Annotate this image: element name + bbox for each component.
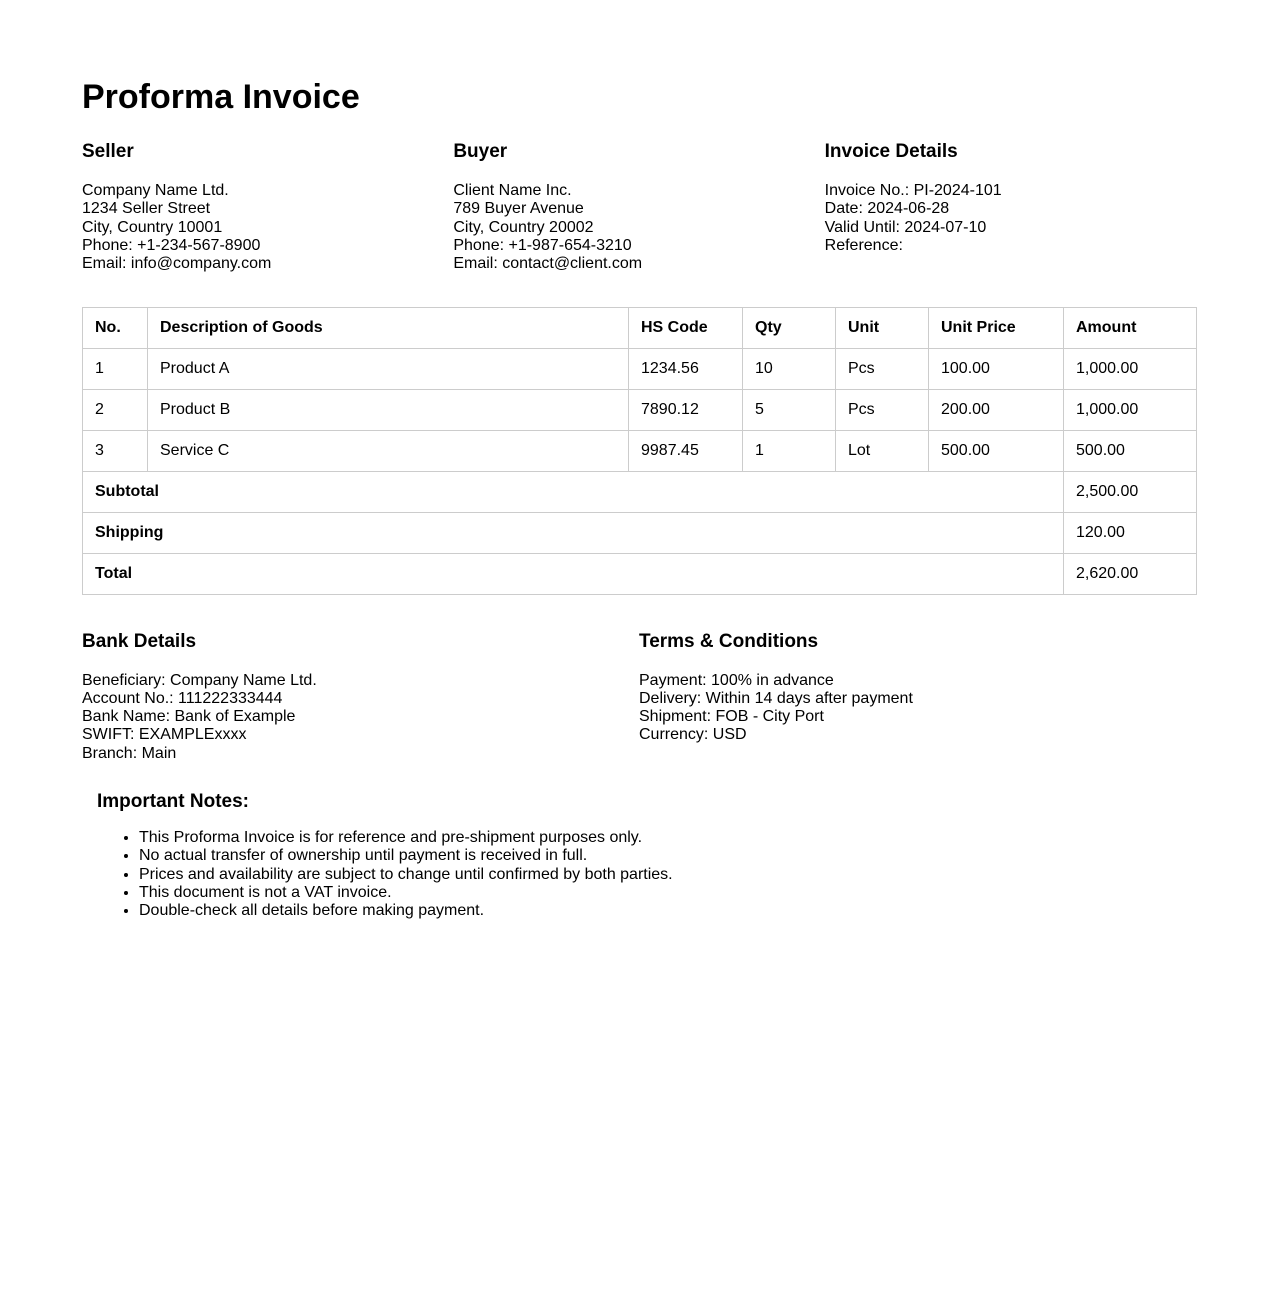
table-row: 1 Product A 1234.56 10 Pcs 100.00 1,000.…	[82, 347, 1197, 390]
buyer-lines: Client Name Inc. 789 Buyer Avenue City, …	[453, 182, 824, 273]
bank-details-heading: Bank Details	[82, 630, 197, 652]
note-item: No actual transfer of ownership until pa…	[139, 847, 1196, 865]
invoice-details-lines: Invoice No.: PI-2024-101 Date: 2024-06-2…	[825, 182, 1196, 255]
cell-no: 1	[82, 347, 148, 390]
cell-unit: Pcs	[835, 388, 929, 431]
cell-unit: Lot	[835, 429, 929, 472]
seller-block: Seller Company Name Ltd. 1234 Seller Str…	[82, 141, 453, 273]
summary-row-subtotal: Subtotal 2,500.00	[82, 470, 1197, 513]
seller-heading: Seller	[82, 141, 134, 163]
terms-currency: Currency: USD	[639, 726, 747, 744]
cell-qty: 5	[742, 388, 836, 431]
bank-details-lines: Beneficiary: Company Name Ltd. Account N…	[82, 672, 639, 763]
cell-amount: 1,000.00	[1063, 388, 1197, 431]
buyer-street: 789 Buyer Avenue	[453, 200, 584, 218]
goods-table-header-row: No. Description of Goods HS Code Qty Uni…	[82, 306, 1197, 349]
buyer-name: Client Name Inc.	[453, 182, 572, 200]
col-header-amount: Amount	[1063, 306, 1197, 349]
bank-branch: Branch: Main	[82, 744, 177, 762]
details-section: Bank Details Beneficiary: Company Name L…	[82, 631, 1196, 763]
bank-details-block: Bank Details Beneficiary: Company Name L…	[82, 631, 639, 763]
seller-lines: Company Name Ltd. 1234 Seller Street Cit…	[82, 182, 453, 273]
summary-row-shipping: Shipping 120.00	[82, 511, 1197, 554]
invoice-number: Invoice No.: PI-2024-101	[824, 182, 1002, 200]
subtotal-label: Subtotal	[82, 470, 1064, 513]
table-row: 2 Product B 7890.12 5 Pcs 200.00 1,000.0…	[82, 388, 1197, 431]
page-title: Proforma Invoice	[82, 78, 360, 116]
note-item: This document is not a VAT invoice.	[139, 884, 1196, 902]
cell-amount: 500.00	[1063, 429, 1197, 472]
cell-hs-code: 9987.45	[628, 429, 743, 472]
col-header-unit-price: Unit Price	[928, 306, 1064, 349]
buyer-phone: Phone: +1-987-654-3210	[453, 236, 632, 254]
buyer-email: Email: contact@client.com	[453, 255, 643, 273]
note-item: Prices and availability are subject to c…	[139, 866, 1196, 884]
invoice-details-heading: Invoice Details	[824, 141, 958, 163]
seller-street: 1234 Seller Street	[82, 200, 211, 218]
terms-lines: Payment: 100% in advance Delivery: Withi…	[639, 672, 1196, 745]
cell-unit-price: 500.00	[928, 429, 1064, 472]
shipping-amount: 120.00	[1063, 511, 1197, 554]
cell-no: 2	[82, 388, 148, 431]
col-header-description: Description of Goods	[147, 306, 629, 349]
important-notes-heading: Important Notes:	[97, 791, 249, 813]
col-header-no: No.	[82, 306, 148, 349]
cell-qty: 10	[742, 347, 836, 390]
bank-name: Bank Name: Bank of Example	[82, 708, 296, 726]
cell-description: Service C	[147, 429, 629, 472]
total-amount: 2,620.00	[1063, 552, 1197, 595]
note-item: Double-check all details before making p…	[139, 902, 1196, 920]
bank-account-no: Account No.: 111222333444	[82, 689, 283, 707]
cell-description: Product A	[147, 347, 629, 390]
bank-beneficiary: Beneficiary: Company Name Ltd.	[82, 671, 317, 689]
invoice-valid-until: Valid Until: 2024-07-10	[824, 218, 987, 236]
col-header-hs-code: HS Code	[628, 306, 743, 349]
summary-row-total: Total 2,620.00	[82, 552, 1197, 595]
cell-no: 3	[82, 429, 148, 472]
note-item: This Proforma Invoice is for reference a…	[139, 829, 1196, 847]
terms-shipment: Shipment: FOB - City Port	[639, 708, 824, 726]
cell-amount: 1,000.00	[1063, 347, 1197, 390]
terms-payment: Payment: 100% in advance	[639, 671, 834, 689]
terms-delivery: Delivery: Within 14 days after payment	[639, 689, 913, 707]
cell-hs-code: 7890.12	[628, 388, 743, 431]
buyer-heading: Buyer	[453, 141, 508, 163]
seller-city: City, Country 10001	[82, 218, 223, 236]
seller-email: Email: info@company.com	[82, 255, 272, 273]
cell-qty: 1	[742, 429, 836, 472]
cell-description: Product B	[147, 388, 629, 431]
total-label: Total	[82, 552, 1064, 595]
cell-unit-price: 200.00	[928, 388, 1064, 431]
cell-hs-code: 1234.56	[628, 347, 743, 390]
shipping-label: Shipping	[82, 511, 1064, 554]
seller-phone: Phone: +1-234-567-8900	[82, 236, 261, 254]
table-row: 3 Service C 9987.45 1 Lot 500.00 500.00	[82, 429, 1197, 472]
buyer-block: Buyer Client Name Inc. 789 Buyer Avenue …	[453, 141, 824, 273]
parties-section: Seller Company Name Ltd. 1234 Seller Str…	[82, 141, 1196, 273]
bank-swift: SWIFT: EXAMPLExxxx	[82, 726, 247, 744]
important-notes-list: This Proforma Invoice is for reference a…	[97, 829, 1196, 920]
cell-unit: Pcs	[835, 347, 929, 390]
seller-name: Company Name Ltd.	[82, 182, 229, 200]
invoice-date: Date: 2024-06-28	[824, 200, 950, 218]
goods-table: No. Description of Goods HS Code Qty Uni…	[82, 306, 1197, 595]
subtotal-amount: 2,500.00	[1063, 470, 1197, 513]
col-header-unit: Unit	[835, 306, 929, 349]
invoice-details-block: Invoice Details Invoice No.: PI-2024-101…	[825, 141, 1196, 273]
cell-unit-price: 100.00	[928, 347, 1064, 390]
terms-heading: Terms & Conditions	[639, 630, 819, 652]
important-notes-section: Important Notes: This Proforma Invoice i…	[82, 791, 1196, 920]
invoice-reference: Reference:	[824, 236, 903, 254]
col-header-qty: Qty	[742, 306, 836, 349]
buyer-city: City, Country 20002	[453, 218, 594, 236]
terms-block: Terms & Conditions Payment: 100% in adva…	[639, 631, 1196, 763]
